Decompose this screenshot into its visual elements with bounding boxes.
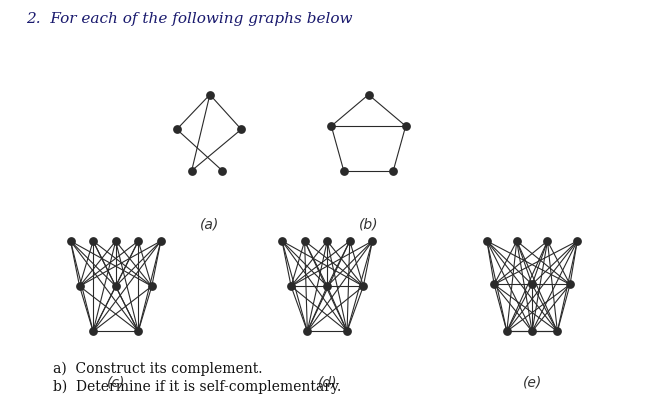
Point bbox=[527, 281, 537, 288]
Point bbox=[358, 283, 369, 290]
Point bbox=[572, 238, 582, 244]
Point bbox=[147, 283, 157, 290]
Point bbox=[88, 238, 98, 244]
Point bbox=[110, 283, 121, 290]
Point bbox=[74, 283, 85, 290]
Point bbox=[277, 238, 288, 244]
Point bbox=[342, 328, 352, 335]
Point bbox=[564, 281, 575, 288]
Point bbox=[364, 92, 374, 98]
Text: b)  Determine if it is self-complementary.: b) Determine if it is self-complementary… bbox=[53, 380, 341, 394]
Point bbox=[489, 281, 500, 288]
Point bbox=[322, 283, 332, 290]
Text: (c): (c) bbox=[106, 375, 125, 389]
Point bbox=[344, 238, 355, 244]
Point bbox=[401, 123, 411, 129]
Point bbox=[171, 126, 182, 132]
Point bbox=[88, 328, 98, 335]
Text: (e): (e) bbox=[522, 375, 542, 389]
Text: a)  Construct its complement.: a) Construct its complement. bbox=[53, 361, 262, 376]
Point bbox=[204, 92, 215, 98]
Point bbox=[512, 238, 522, 244]
Point bbox=[552, 328, 563, 335]
Point bbox=[502, 328, 512, 335]
Point bbox=[155, 238, 166, 244]
Point bbox=[367, 238, 377, 244]
Point bbox=[542, 238, 553, 244]
Point bbox=[236, 126, 247, 132]
Point bbox=[65, 238, 76, 244]
Point bbox=[217, 167, 227, 174]
Point bbox=[338, 167, 349, 174]
Point bbox=[527, 328, 537, 335]
Point bbox=[322, 238, 332, 244]
Point bbox=[302, 328, 313, 335]
Text: (a): (a) bbox=[200, 218, 219, 231]
Text: 2.  For each of the following graphs below: 2. For each of the following graphs belo… bbox=[26, 12, 353, 26]
Point bbox=[133, 238, 143, 244]
Point bbox=[286, 283, 296, 290]
Point bbox=[482, 238, 492, 244]
Point bbox=[388, 167, 399, 174]
Text: (b): (b) bbox=[359, 218, 378, 231]
Text: (d): (d) bbox=[317, 375, 337, 389]
Point bbox=[299, 238, 310, 244]
Point bbox=[186, 167, 197, 174]
Point bbox=[326, 123, 336, 129]
Point bbox=[110, 238, 121, 244]
Point bbox=[133, 328, 143, 335]
